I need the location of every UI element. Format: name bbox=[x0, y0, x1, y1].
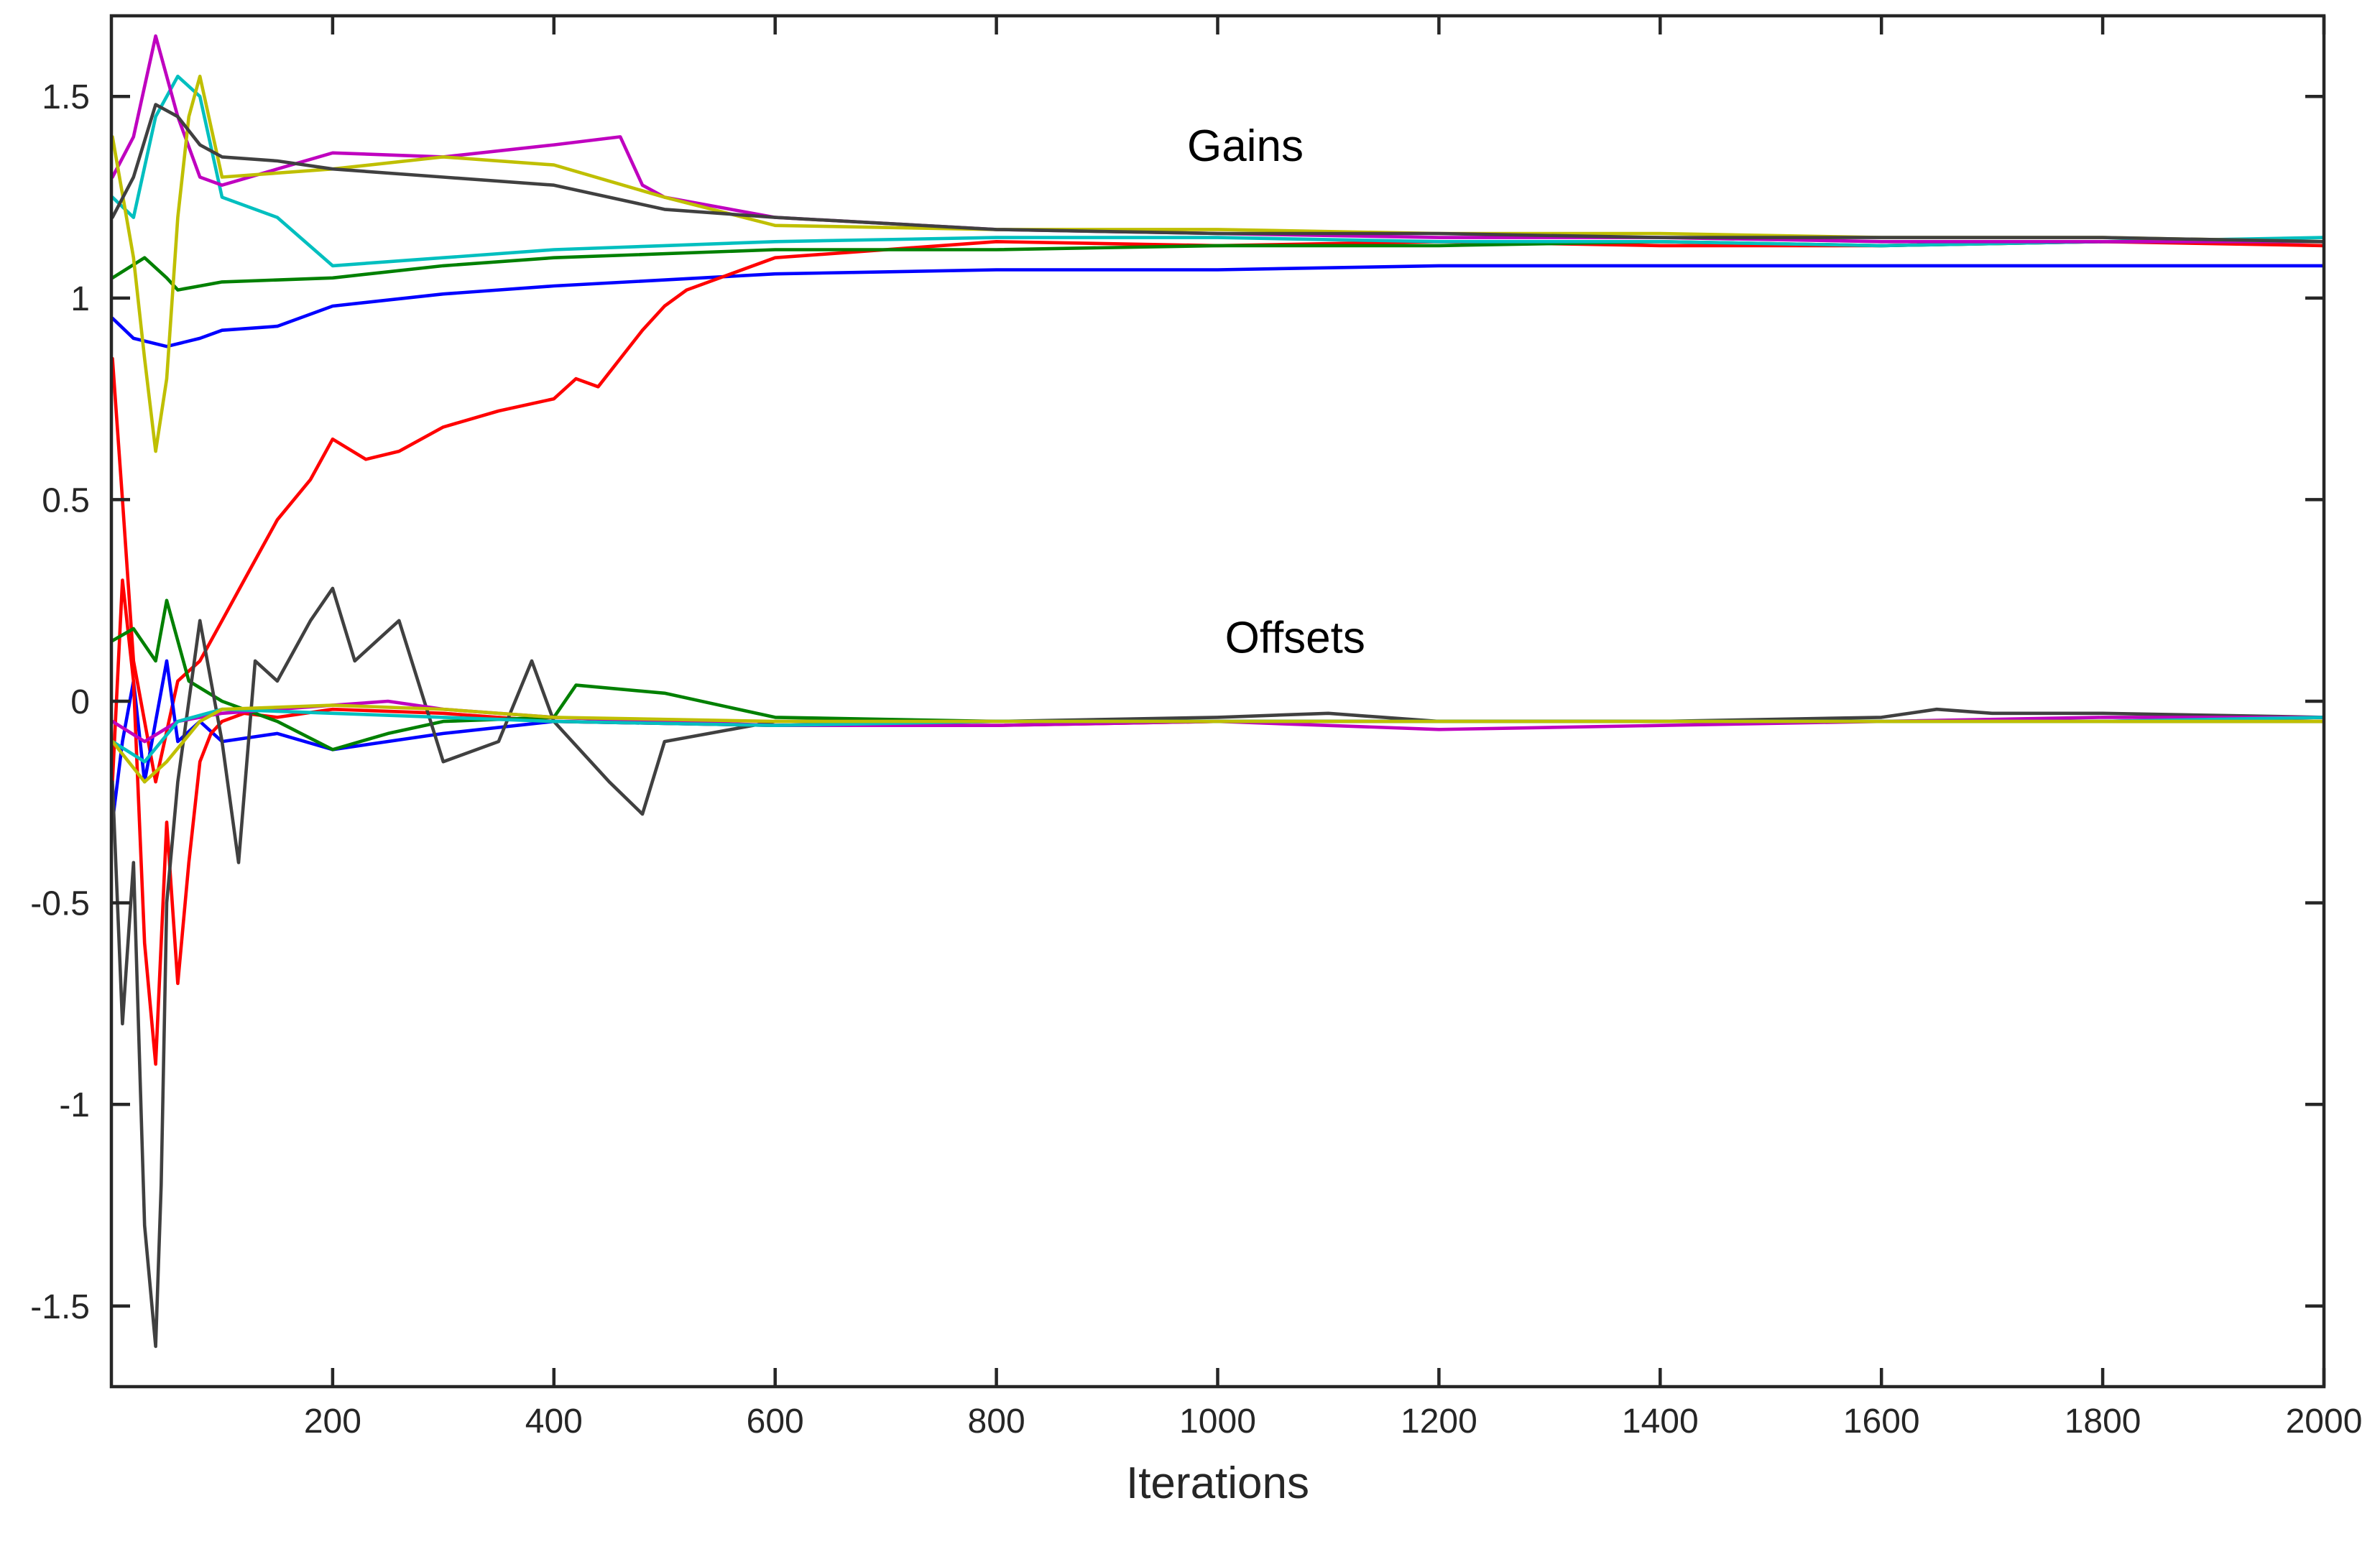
axis-ticks bbox=[111, 16, 2326, 1387]
x-tick-label: 400 bbox=[525, 1402, 583, 1441]
y-tick-label: -1 bbox=[59, 1086, 90, 1124]
x-tick-label: 2000 bbox=[2286, 1402, 2363, 1441]
x-tick-label: 200 bbox=[304, 1402, 361, 1441]
x-axis-title: Iterations bbox=[1126, 1459, 1309, 1508]
series-gain-olive bbox=[111, 74, 2324, 453]
x-tick-label: 1000 bbox=[1179, 1402, 1256, 1441]
series-layer bbox=[111, 34, 2324, 1349]
x-tick-label: 1400 bbox=[1622, 1402, 1699, 1441]
series-gain-gray bbox=[111, 103, 2324, 244]
y-tick-label: -0.5 bbox=[30, 885, 90, 923]
annotation-gains: Gains bbox=[1187, 121, 1304, 171]
x-tick-label: 1800 bbox=[2065, 1402, 2141, 1441]
y-tick-label: 1 bbox=[70, 280, 90, 318]
annotation-offsets: Offsets bbox=[1225, 614, 1365, 663]
series-offset-olive bbox=[111, 703, 2324, 784]
x-tick-label: 1200 bbox=[1401, 1402, 1477, 1441]
y-tick-label: -1.5 bbox=[30, 1288, 90, 1326]
x-tick-label: 800 bbox=[968, 1402, 1025, 1441]
annotations: Gains Offsets bbox=[1187, 121, 1365, 663]
series-gain-cyan bbox=[111, 74, 2324, 268]
x-tick-label: 600 bbox=[747, 1402, 804, 1441]
x-tick-label: 1600 bbox=[1843, 1402, 1920, 1441]
tick-labels: 200 400 600 800 1000 1200 1400 1600 1800 2000 -1.5… bbox=[30, 78, 2362, 1441]
y-tick-label: 0 bbox=[70, 683, 90, 721]
series-gain-blue bbox=[111, 264, 2324, 348]
y-tick-label: 1.5 bbox=[42, 78, 90, 116]
y-tick-label: 0.5 bbox=[42, 481, 90, 519]
